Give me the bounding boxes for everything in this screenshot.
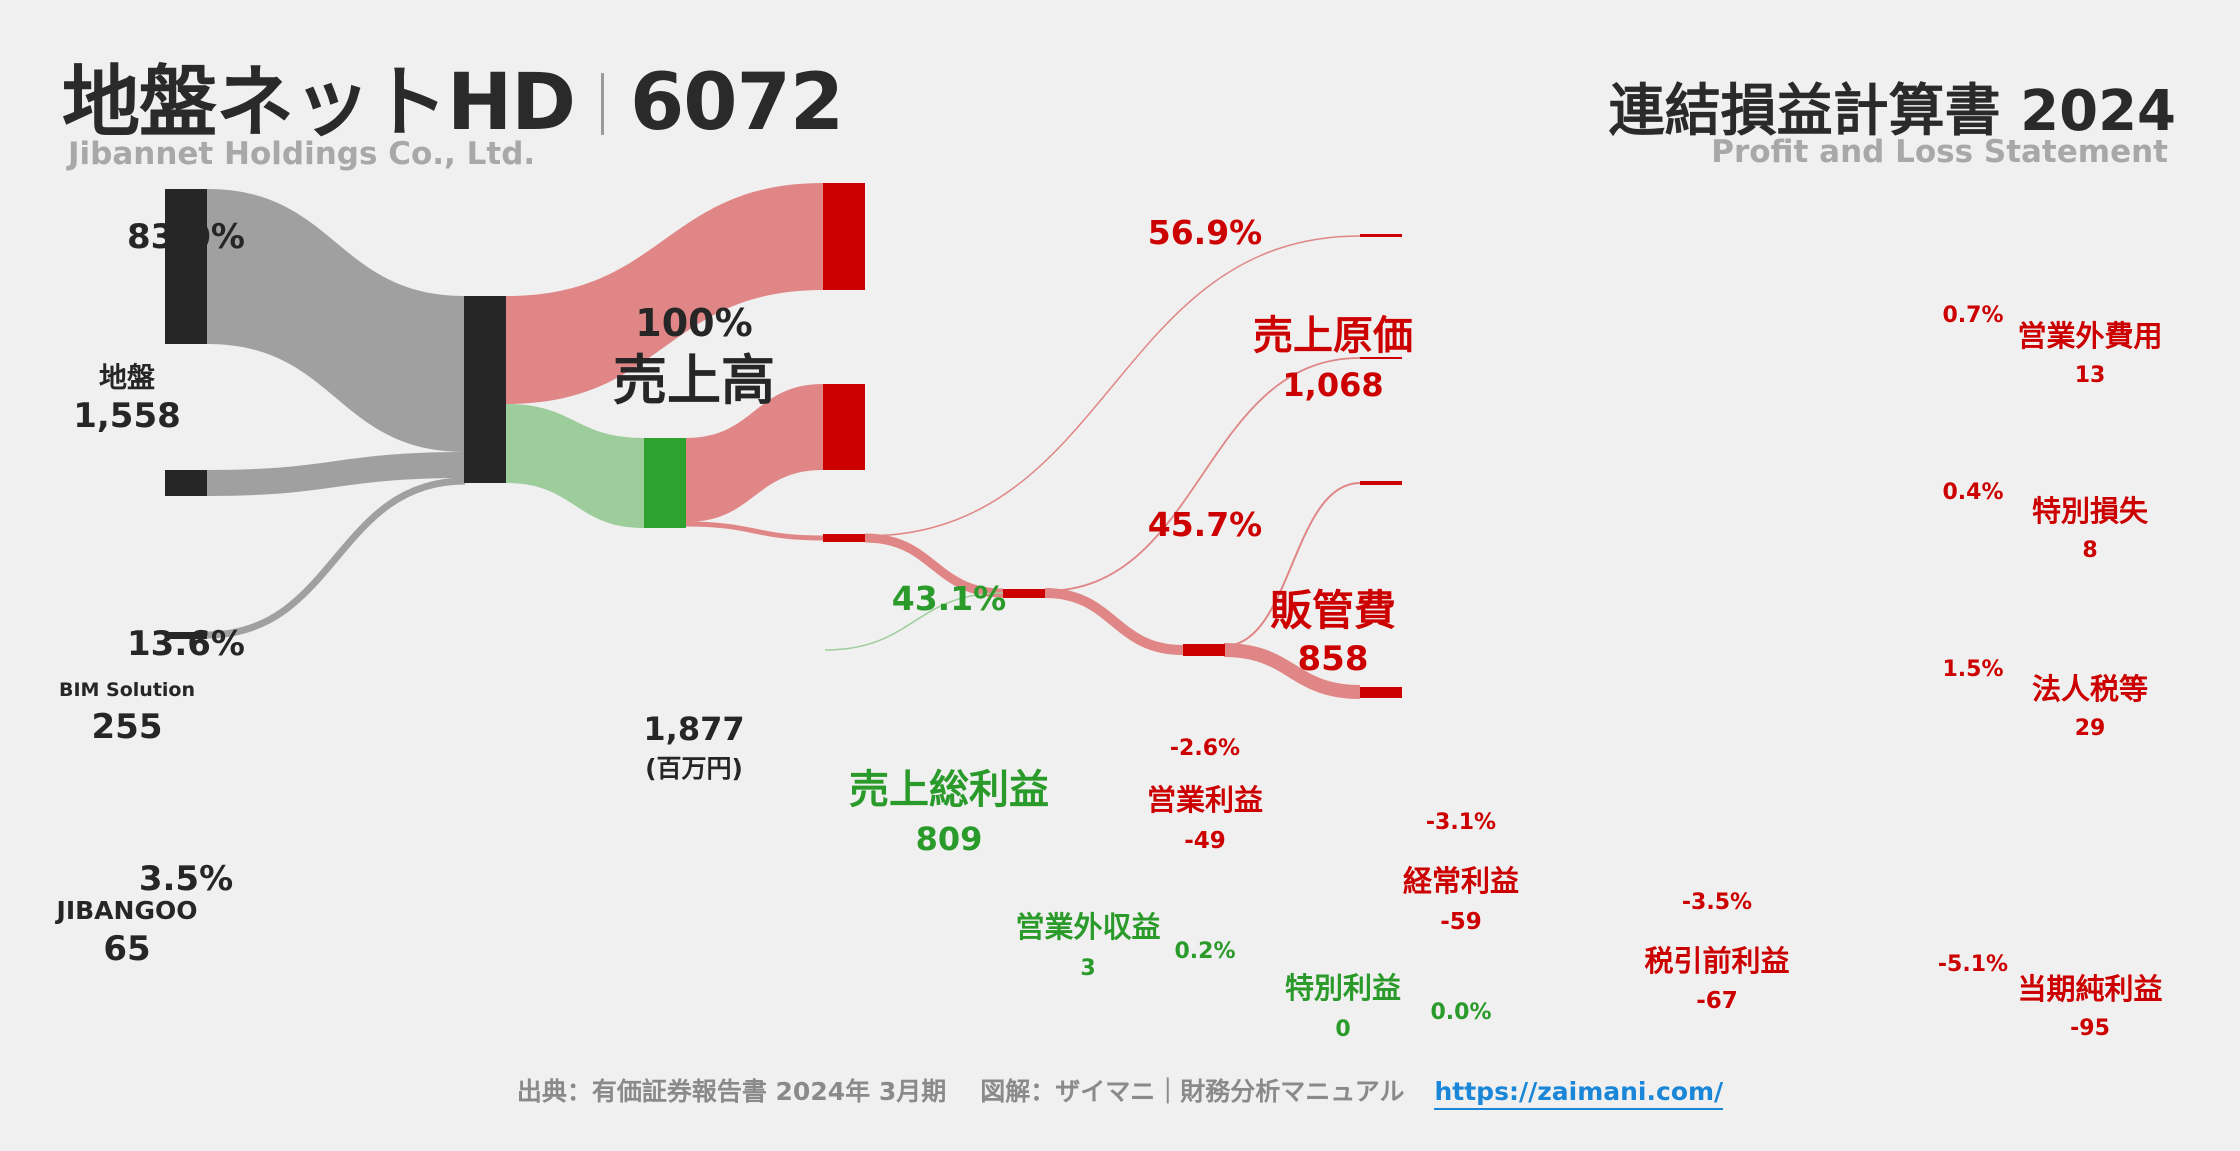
label-value-sga: 858 xyxy=(1298,639,1369,679)
flow-extraordinary-loss xyxy=(1044,357,1361,592)
label-pct-non-operating-expense: 0.7% xyxy=(1942,303,2003,328)
footer: 出典：有価証券報告書 2024年 3月期 図解：ザイマニ｜財務分析マニュアル htt… xyxy=(0,1072,2240,1110)
label-pct-extraordinary-loss: 0.4% xyxy=(1942,480,2003,505)
label-name-gross-profit: 売上総利益 xyxy=(849,767,1049,813)
node-net-income xyxy=(1360,687,1402,698)
node-non-operating-expense xyxy=(1360,234,1402,237)
flow-segment-jibangoo xyxy=(206,477,466,639)
label-value-non-operating-income: 3 xyxy=(1080,956,1095,981)
label-pct-non-operating-income: 0.2% xyxy=(1174,939,1235,964)
label-pct-ordinary-income: -3.1% xyxy=(1426,810,1496,835)
flow-cost-of-sales xyxy=(506,183,823,404)
label-name-operating-income: 営業利益 xyxy=(1147,783,1263,817)
label-value-cost-of-sales: 1,068 xyxy=(1282,366,1383,404)
label-pct-bim: 13.6% xyxy=(127,624,245,664)
node-operating-income xyxy=(823,534,865,542)
label-value-extraordinary-loss: 8 xyxy=(2082,538,2097,563)
label-pct-jiban: 83.0% xyxy=(127,217,245,257)
flow-segment-jiban xyxy=(207,189,465,452)
flow-to-net xyxy=(1223,643,1361,699)
node-income-tax xyxy=(1360,481,1402,485)
flow-gross-profit xyxy=(506,404,644,528)
label-name-ordinary-income: 経常利益 xyxy=(1403,864,1519,898)
statement-title: 連結損益計算書 2024 xyxy=(1608,79,2176,144)
credit-note: 図解：ザイマニ｜財務分析マニュアル xyxy=(980,1077,1405,1106)
label-value-net-income: -95 xyxy=(2070,1016,2110,1041)
label-name-jiban: 地盤 xyxy=(99,361,156,394)
statement-title-en: Profit and Loss Statement xyxy=(1711,134,2168,170)
label-pct-extraordinary-income: 0.0% xyxy=(1430,1000,1491,1025)
node-segment-bim xyxy=(165,470,207,496)
flow-segment-bim xyxy=(207,452,465,496)
label-name-extraordinary-income: 特別利益 xyxy=(1285,971,1401,1005)
label-value-jiban: 1,558 xyxy=(73,396,181,436)
title-divider xyxy=(601,73,605,135)
label-name-cost-of-sales: 売上原価 xyxy=(1253,313,1413,359)
label-name-pretax-income: 税引前利益 xyxy=(1644,944,1789,978)
label-name-non-operating-income: 営業外収益 xyxy=(1015,910,1160,944)
node-gross-profit xyxy=(644,438,686,528)
flow-non-operating-expense xyxy=(864,235,1361,537)
page-title: 地盤ネットHD 6072 xyxy=(62,40,844,152)
label-name-revenue: 売上高 xyxy=(613,349,775,412)
source-link[interactable]: https://zaimani.com/ xyxy=(1434,1077,1724,1110)
label-pct-cost-of-sales: 56.9% xyxy=(1148,213,1263,252)
node-ordinary-income xyxy=(1003,589,1045,598)
label-pct-pretax-income: -3.5% xyxy=(1682,890,1752,915)
label-value-revenue: 1,877 xyxy=(643,710,744,748)
node-pretax-income xyxy=(1183,644,1225,656)
flow-operating-loss xyxy=(685,521,824,541)
label-pct-income-tax: 1.5% xyxy=(1942,657,2003,682)
label-unit: (百万円) xyxy=(645,754,743,783)
label-value-pretax-income: -67 xyxy=(1696,988,1738,1014)
label-value-income-tax: 29 xyxy=(2075,716,2106,741)
label-pct-net-income: -5.1% xyxy=(1938,952,2008,977)
label-name-bim: BIM Solution xyxy=(59,679,195,701)
node-sga xyxy=(823,384,865,470)
label-name-net-income: 当期純利益 xyxy=(2017,972,2162,1006)
label-pct-operating-income: -2.6% xyxy=(1170,736,1240,761)
label-value-operating-income: -49 xyxy=(1184,828,1226,854)
label-value-extraordinary-income: 0 xyxy=(1335,1017,1350,1042)
label-name-jibangoo: JIBANGOO xyxy=(55,896,198,925)
node-revenue xyxy=(464,296,506,483)
flow-to-ordinary xyxy=(864,533,1004,598)
node-segment-jiban xyxy=(165,189,207,344)
node-cost-of-sales xyxy=(823,183,865,290)
label-name-non-operating-expense: 営業外費用 xyxy=(2017,319,2162,353)
label-name-income-tax: 法人税等 xyxy=(2032,672,2148,706)
label-value-jibangoo: 65 xyxy=(103,929,150,969)
source-note: 出典：有価証券報告書 2024年 3月期 xyxy=(516,1077,947,1106)
label-value-bim: 255 xyxy=(92,707,163,747)
node-extraordinary-loss xyxy=(1360,357,1402,359)
label-value-ordinary-income: -59 xyxy=(1440,909,1482,935)
label-value-non-operating-expense: 13 xyxy=(2075,363,2106,388)
flow-to-pretax xyxy=(1044,588,1184,655)
flow-sga xyxy=(686,384,823,522)
flow-income-tax xyxy=(1223,482,1361,647)
company-name: 地盤ネットHD xyxy=(62,58,576,148)
flow-non-operating-income xyxy=(824,592,1004,651)
label-pct-gross-profit: 43.1% xyxy=(892,579,1007,618)
label-pct-jibangoo: 3.5% xyxy=(139,859,233,899)
label-pct-sga: 45.7% xyxy=(1148,505,1263,544)
label-pct-revenue: 100% xyxy=(635,301,752,345)
label-name-sga: 販管費 xyxy=(1270,586,1396,635)
label-value-gross-profit: 809 xyxy=(916,820,983,858)
company-name-en: Jibannet Holdings Co., Ltd. xyxy=(68,136,536,172)
label-name-extraordinary-loss: 特別損失 xyxy=(2032,494,2149,528)
stock-code: 6072 xyxy=(630,58,844,148)
node-segment-jibangoo xyxy=(165,632,207,639)
